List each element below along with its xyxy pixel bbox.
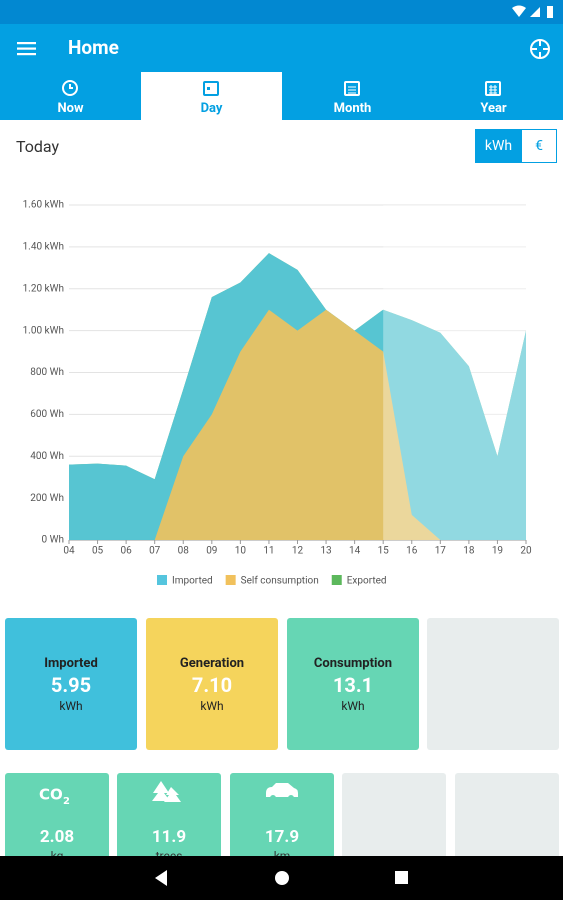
legend-swatch bbox=[225, 575, 236, 585]
x-tick-label: 11 bbox=[263, 546, 274, 557]
area-0 bbox=[69, 309, 526, 540]
x-tick-label: 16 bbox=[406, 546, 418, 557]
x-tick-label: 18 bbox=[463, 546, 475, 557]
x-tick-label: 12 bbox=[292, 546, 304, 557]
x-tick-label: 15 bbox=[378, 546, 390, 557]
impact-icon bbox=[152, 781, 181, 802]
legend-label: Imported bbox=[172, 576, 213, 587]
empty-tile bbox=[427, 618, 559, 750]
x-tick-label: 07 bbox=[149, 546, 161, 557]
menu-button[interactable] bbox=[17, 41, 37, 57]
tile-value: 2.08 bbox=[39, 827, 75, 847]
stat-tile: Generation 7.10 kWh bbox=[146, 618, 278, 750]
tab-icon bbox=[203, 81, 219, 96]
y-tick-label: 400 Wh bbox=[30, 451, 64, 462]
back-button[interactable] bbox=[155, 870, 167, 886]
app-title: Home bbox=[68, 36, 119, 59]
recents-button[interactable] bbox=[395, 871, 408, 884]
stat-tile: Imported 5.95 kWh bbox=[5, 618, 137, 750]
future-overlay bbox=[383, 205, 526, 540]
chart: 0 Wh 200 Wh 400 Wh 600 Wh 800 Wh 1.00 kWh 1.20… bbox=[23, 200, 532, 587]
nav-bar bbox=[0, 856, 563, 900]
nav-buttons bbox=[155, 870, 408, 886]
y-tick-label: 1.00 kWh bbox=[23, 325, 64, 336]
x-tick-label: 09 bbox=[206, 546, 217, 557]
x-tick-label: 19 bbox=[492, 546, 503, 557]
x-tick-label: 20 bbox=[520, 546, 532, 557]
y-tick-label: 200 Wh bbox=[30, 493, 64, 504]
tile-label: Imported bbox=[44, 656, 98, 671]
unit-toggle[interactable]: kWh bbox=[475, 129, 522, 163]
status-bar bbox=[0, 0, 563, 24]
tile-value: 17.9 bbox=[264, 827, 300, 847]
svg-text:CO: CO bbox=[39, 786, 63, 804]
y-tick-label: 600 Wh bbox=[30, 409, 64, 420]
x-tick-label: 17 bbox=[435, 546, 447, 557]
tab-icon bbox=[344, 81, 360, 96]
x-tick-label: 08 bbox=[178, 546, 190, 557]
tile-unit: kWh bbox=[200, 699, 224, 713]
tile-value: 11.9 bbox=[151, 827, 187, 847]
x-tick-label: 13 bbox=[320, 546, 331, 557]
x-tick-label: 04 bbox=[63, 546, 75, 557]
x-tick-label: 10 bbox=[235, 546, 247, 557]
tile-unit: kWh bbox=[341, 699, 365, 713]
tab[interactable]: Day bbox=[141, 72, 282, 120]
tile-label: Generation bbox=[179, 656, 245, 671]
home-button[interactable] bbox=[275, 871, 289, 885]
tile-value: 13.1 bbox=[332, 673, 374, 697]
tile-label: Consumption bbox=[313, 656, 393, 671]
tile-value: 5.95 bbox=[50, 673, 92, 697]
impact-icon bbox=[266, 783, 298, 801]
y-tick-label: 1.40 kWh bbox=[23, 242, 64, 253]
x-tick-label: 14 bbox=[349, 546, 361, 557]
target-button[interactable] bbox=[529, 38, 551, 60]
y-tick-label: 1.60 kWh bbox=[23, 200, 64, 211]
tab[interactable]: Month bbox=[282, 72, 423, 120]
tile-value: 7.10 bbox=[191, 673, 233, 697]
y-tick-label: 0 Wh bbox=[42, 535, 64, 546]
status-icons bbox=[512, 5, 553, 18]
tile-unit: kWh bbox=[59, 699, 83, 713]
svg-text:2: 2 bbox=[63, 796, 70, 807]
tab[interactable]: Year bbox=[423, 72, 563, 120]
impact-icon: CO 2 bbox=[39, 786, 70, 808]
stat-tile: Consumption 13.1 kWh bbox=[287, 618, 419, 750]
legend-label: Self consumption bbox=[241, 575, 319, 587]
period-label: Today bbox=[16, 137, 60, 156]
tab[interactable]: Now bbox=[0, 72, 141, 120]
legend-swatch bbox=[331, 575, 342, 585]
x-tick-label: 06 bbox=[121, 546, 133, 557]
app-bar: Home Now Day Month Year bbox=[0, 24, 563, 120]
legend-swatch bbox=[157, 575, 167, 585]
tab-icon bbox=[62, 80, 78, 96]
unit-toggle[interactable]: € bbox=[521, 129, 557, 163]
legend-label: Exported bbox=[347, 576, 387, 587]
x-tick-label: 05 bbox=[92, 546, 104, 557]
tab-icon bbox=[485, 81, 501, 96]
y-tick-label: 800 Wh bbox=[30, 367, 64, 378]
y-tick-label: 1.20 kWh bbox=[23, 283, 64, 294]
